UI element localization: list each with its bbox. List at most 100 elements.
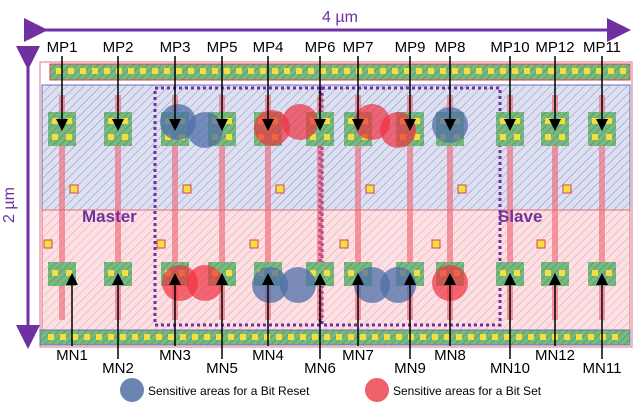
contact: [236, 68, 242, 74]
contact: [248, 68, 254, 74]
contact: [368, 68, 374, 74]
contact: [310, 134, 316, 140]
contact: [588, 334, 594, 340]
contact: [414, 134, 420, 140]
contact: [432, 334, 438, 340]
contact: [548, 68, 554, 74]
contact: [348, 270, 354, 276]
contact: [480, 334, 486, 340]
layout-background: [16, 18, 633, 349]
region-label: Slave: [498, 207, 542, 226]
poly: [407, 95, 413, 320]
contact: [264, 334, 270, 340]
poly: [317, 95, 323, 320]
contact: [431, 239, 441, 249]
contact: [200, 68, 206, 74]
contact: [592, 118, 598, 124]
contact: [392, 68, 398, 74]
contact: [249, 239, 259, 249]
contact: [128, 68, 134, 74]
contact: [592, 134, 598, 140]
contact: [224, 68, 230, 74]
bit-reset-area: [280, 267, 316, 303]
poly: [265, 95, 271, 320]
contact: [216, 334, 222, 340]
contact: [122, 134, 128, 140]
contact: [564, 334, 570, 340]
contact: [559, 134, 565, 140]
contact: [96, 334, 102, 340]
width-dimension: 4 µm: [322, 9, 358, 26]
contact: [122, 118, 128, 124]
poly: [355, 95, 361, 320]
contact: [414, 118, 420, 124]
contact: [80, 68, 86, 74]
contact: [584, 68, 590, 74]
contact: [348, 134, 354, 140]
poly: [219, 95, 225, 320]
bit-reset-area: [187, 112, 223, 148]
contact: [320, 68, 326, 74]
transistor-label: MN12: [535, 347, 575, 364]
poly: [507, 95, 513, 320]
contact: [504, 334, 510, 340]
contact: [212, 68, 218, 74]
contact: [600, 334, 606, 340]
transistor-label: MN4: [252, 347, 284, 364]
contact: [300, 334, 306, 340]
contact: [414, 270, 420, 276]
contact: [108, 118, 114, 124]
contact: [48, 334, 54, 340]
contact: [606, 134, 612, 140]
contact: [545, 134, 551, 140]
contact: [514, 118, 520, 124]
contact: [108, 134, 114, 140]
contact: [252, 334, 258, 340]
contact: [180, 334, 186, 340]
contact: [140, 68, 146, 74]
contact: [60, 334, 66, 340]
contact: [276, 334, 282, 340]
contact: [536, 68, 542, 74]
contact: [500, 118, 506, 124]
contact: [560, 68, 566, 74]
contact: [240, 334, 246, 340]
legend-swatch: [120, 378, 144, 402]
transistor-label: MP9: [395, 39, 426, 56]
contact: [592, 270, 598, 276]
contact: [144, 334, 150, 340]
contact: [324, 134, 330, 140]
contact: [182, 184, 192, 194]
contact: [308, 68, 314, 74]
contact: [108, 270, 114, 276]
transistor-label: MP3: [160, 39, 191, 56]
contact: [559, 270, 565, 276]
contact: [452, 68, 458, 74]
contact: [408, 334, 414, 340]
contact: [620, 68, 626, 74]
contact: [165, 134, 171, 140]
poly: [172, 95, 178, 320]
contact: [608, 68, 614, 74]
contact: [310, 270, 316, 276]
bit-set-area: [187, 265, 223, 301]
contact: [204, 334, 210, 340]
contact: [606, 118, 612, 124]
contact: [545, 270, 551, 276]
contact: [612, 334, 618, 340]
contact: [226, 134, 232, 140]
contact: [396, 334, 402, 340]
bit-reset-area: [252, 267, 288, 303]
bit-set-area: [282, 104, 318, 140]
transistor-label: MN8: [434, 347, 466, 364]
contact: [43, 239, 53, 249]
transistor-label: MP5: [207, 39, 238, 56]
contact: [168, 334, 174, 340]
contact: [332, 68, 338, 74]
contact: [476, 68, 482, 74]
contact: [228, 334, 234, 340]
contact: [344, 68, 350, 74]
contact: [464, 68, 470, 74]
contact: [500, 270, 506, 276]
